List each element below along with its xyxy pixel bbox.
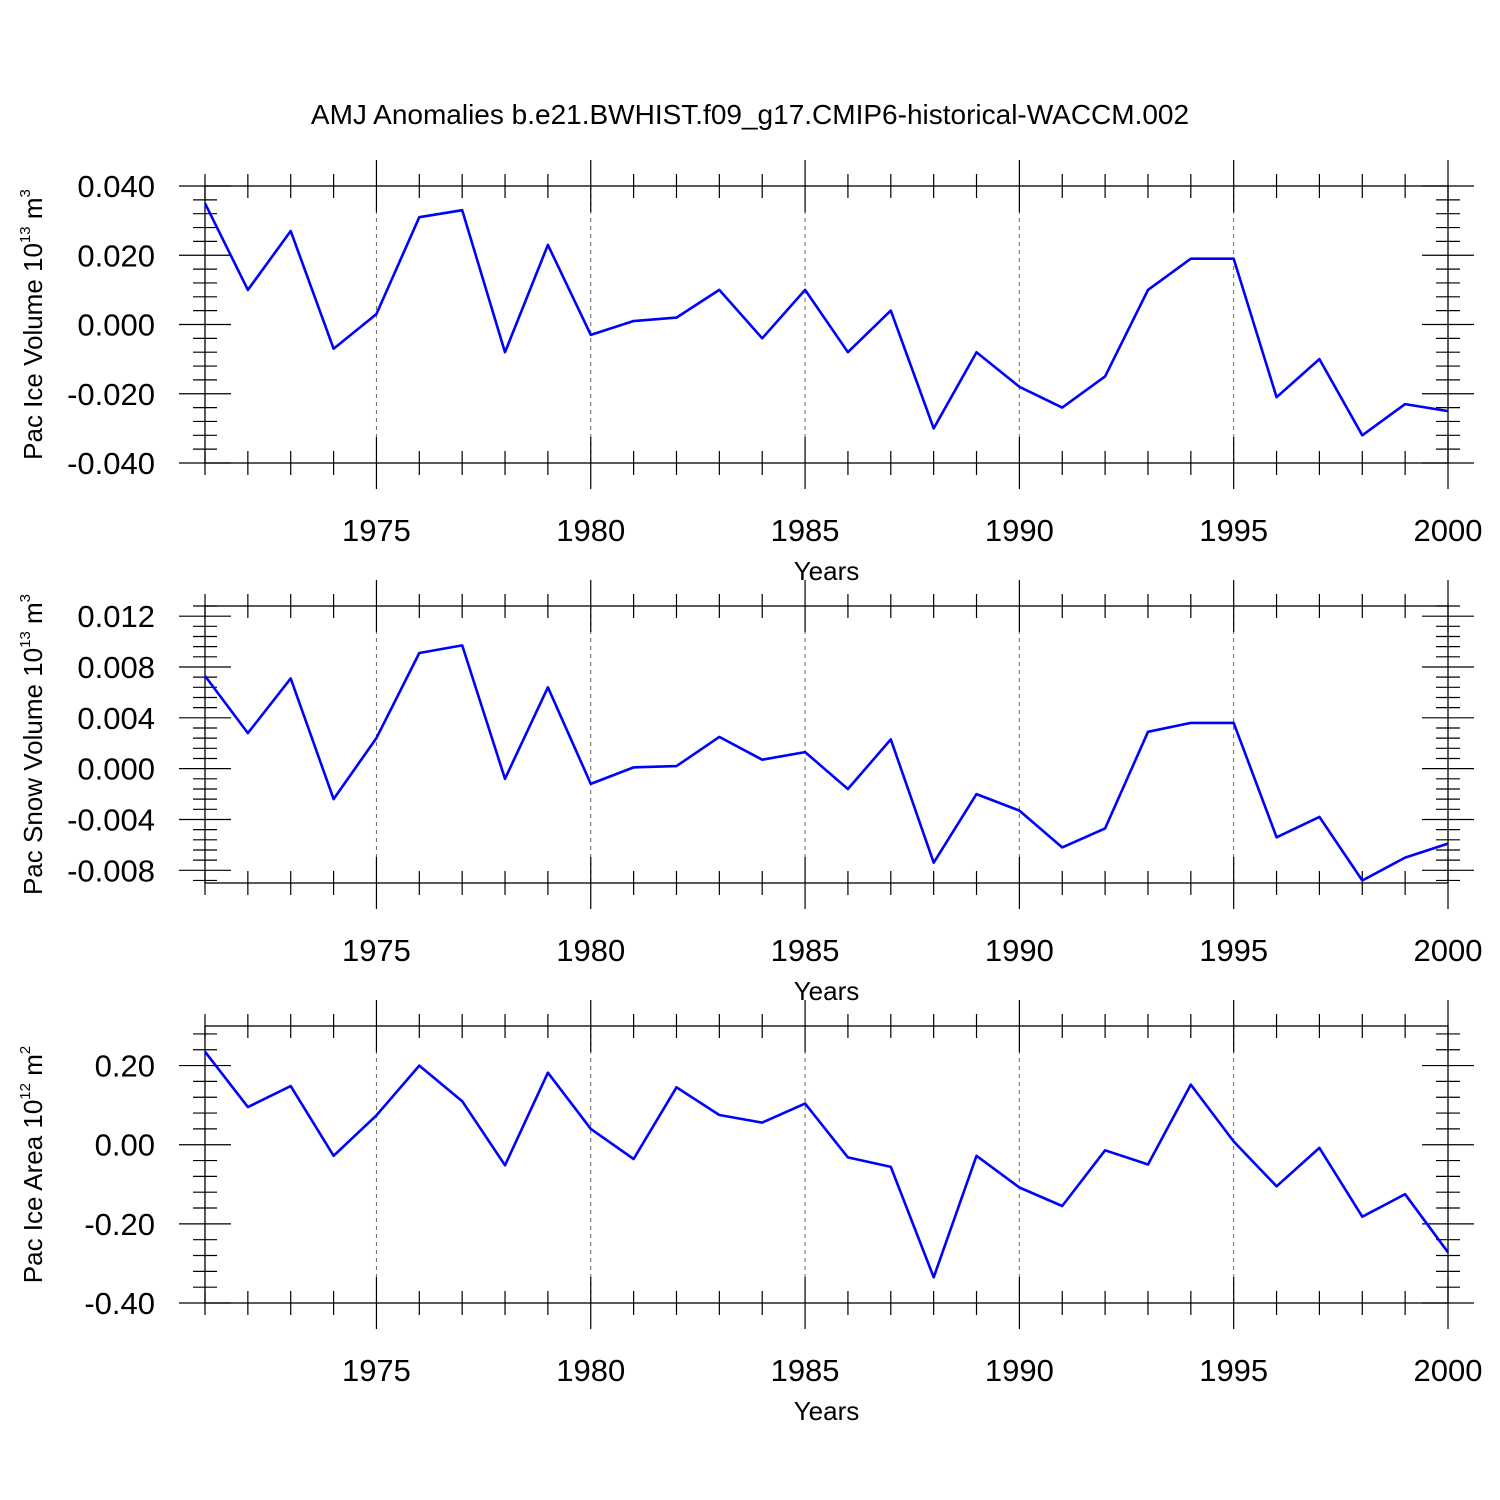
x-tick-label: 1980 xyxy=(556,513,625,548)
y-tick-label: -0.008 xyxy=(67,853,155,888)
x-axis-label: Years xyxy=(794,1396,860,1426)
y-axis-label-unit-exponent: 3 xyxy=(17,189,34,197)
y-axis-label-unit: m xyxy=(18,197,48,226)
x-tick-label: 1975 xyxy=(342,933,411,968)
x-tick-label: 1975 xyxy=(342,513,411,548)
y-axis-label-exponent: 13 xyxy=(17,631,34,648)
x-tick-label: 1995 xyxy=(1199,933,1268,968)
y-tick-label: 0.000 xyxy=(77,308,155,343)
y-tick-label: 0.012 xyxy=(77,599,155,634)
series-line-ice-volume xyxy=(203,202,1449,437)
series-line-ice-area xyxy=(203,1050,1450,1279)
y-axis-label-unit-exponent: 2 xyxy=(17,1046,34,1054)
x-axis-label: Years xyxy=(794,556,860,586)
panels: 1975 1980 1985 1990 1995 2000 Years 0.040 0.020 0… xyxy=(17,160,1482,1426)
x-tick-label: 1980 xyxy=(556,1353,625,1388)
x-tick-label: 1975 xyxy=(342,1353,411,1388)
y-tick-label: -0.004 xyxy=(67,802,155,837)
y-tick-label: -0.040 xyxy=(67,446,155,481)
y-axis-label-unit: m xyxy=(18,1054,48,1083)
x-tick-label: 2000 xyxy=(1414,513,1483,548)
y-axis-label: Pac Ice Area 1012 m2 xyxy=(17,1046,48,1283)
y-tick-label: -0.40 xyxy=(84,1286,155,1321)
plot-frame xyxy=(204,605,1449,884)
figure-title: AMJ Anomalies b.e21.BWHIST.f09_g17.CMIP6… xyxy=(311,99,1189,130)
y-tick-label: 0.00 xyxy=(95,1128,155,1163)
y-axis-label-exponent: 12 xyxy=(17,1083,34,1100)
x-tick-label: 2000 xyxy=(1414,933,1483,968)
y-axis-label-exponent: 13 xyxy=(17,226,34,243)
y-tick-label: -0.020 xyxy=(67,377,155,412)
y-axis-label-main: Pac Snow Volume 10 xyxy=(18,648,48,895)
y-axis-label-unit: m xyxy=(18,602,48,631)
panel-ice-volume: 1975 1980 1985 1990 1995 2000 Years 0.040 0.020 0… xyxy=(17,160,1482,586)
x-tick-label: 1980 xyxy=(556,933,625,968)
y-axis-label: Pac Ice Volume 1013 m3 xyxy=(17,189,48,460)
x-tick-label: 1995 xyxy=(1199,1353,1268,1388)
y-tick-label: 0.20 xyxy=(95,1049,155,1084)
y-tick-label: -0.20 xyxy=(84,1207,155,1242)
series-line-snow-volume xyxy=(203,644,1449,882)
y-axis-label-main: Pac Ice Area 10 xyxy=(18,1100,48,1284)
panel-ice-area: 1975 1980 1985 1990 1995 2000 Years 0.20 0.00 -0.… xyxy=(17,1000,1482,1426)
y-axis-label-unit-exponent: 3 xyxy=(17,594,34,602)
x-tick-label: 1985 xyxy=(771,933,840,968)
panel-snow-volume: 1975 1980 1985 1990 1995 2000 Years 0.012 0.008 0… xyxy=(17,580,1482,1006)
y-tick-label: 0.004 xyxy=(77,701,155,736)
y-tick-label: 0.040 xyxy=(77,169,155,204)
x-tick-label: 1995 xyxy=(1199,513,1268,548)
y-axis-label: Pac Snow Volume 1013 m3 xyxy=(17,594,48,895)
plot-frame xyxy=(204,185,1449,464)
y-tick-label: 0.020 xyxy=(77,238,155,273)
x-tick-label: 1990 xyxy=(985,1353,1054,1388)
x-axis-label: Years xyxy=(794,976,860,1006)
y-axis-label-main: Pac Ice Volume 10 xyxy=(18,243,48,460)
x-tick-label: 1985 xyxy=(771,1353,840,1388)
x-tick-label: 1990 xyxy=(985,513,1054,548)
plot-frame xyxy=(204,1025,1449,1304)
x-tick-label: 1990 xyxy=(985,933,1054,968)
x-tick-label: 2000 xyxy=(1414,1353,1483,1388)
y-tick-label: 0.000 xyxy=(77,752,155,787)
x-tick-label: 1985 xyxy=(771,513,840,548)
y-tick-label: 0.008 xyxy=(77,650,155,685)
